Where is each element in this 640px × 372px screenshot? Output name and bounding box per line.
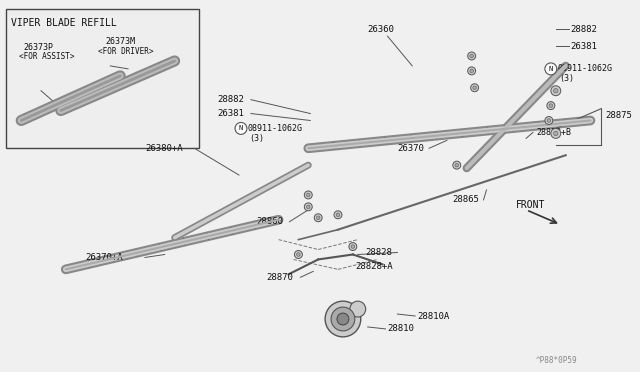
Text: 28860: 28860 <box>257 217 284 226</box>
Circle shape <box>314 214 322 222</box>
Text: 26370: 26370 <box>397 144 424 153</box>
Circle shape <box>549 104 552 108</box>
Text: 28865: 28865 <box>452 195 479 204</box>
Text: 28828: 28828 <box>365 248 392 257</box>
Circle shape <box>305 203 312 211</box>
Circle shape <box>350 301 365 317</box>
Bar <box>6 9 200 148</box>
Text: (3): (3) <box>249 134 264 143</box>
Circle shape <box>545 116 553 125</box>
Circle shape <box>554 131 558 136</box>
Circle shape <box>470 54 474 58</box>
Circle shape <box>473 86 476 90</box>
Circle shape <box>307 193 310 197</box>
Text: 26370+A: 26370+A <box>86 253 123 262</box>
Text: 28875: 28875 <box>605 111 632 120</box>
Circle shape <box>554 89 558 93</box>
Text: 26360: 26360 <box>368 25 395 34</box>
Circle shape <box>349 243 356 250</box>
Circle shape <box>470 69 474 73</box>
Text: ^P88*0P59: ^P88*0P59 <box>536 356 578 365</box>
Circle shape <box>455 163 459 167</box>
Text: 26373M: 26373M <box>106 36 135 46</box>
Text: 08911-1062G: 08911-1062G <box>558 64 612 73</box>
Circle shape <box>551 128 561 138</box>
Circle shape <box>351 245 355 248</box>
Text: 28828+A: 28828+A <box>356 262 394 271</box>
Circle shape <box>468 67 476 75</box>
Text: 28810A: 28810A <box>417 311 449 321</box>
Text: 26373P: 26373P <box>23 42 53 52</box>
Text: 26381: 26381 <box>571 42 598 51</box>
Circle shape <box>334 211 342 219</box>
Text: VIPER BLADE REFILL: VIPER BLADE REFILL <box>12 18 117 28</box>
Text: 28870: 28870 <box>267 273 294 282</box>
Circle shape <box>453 161 461 169</box>
Circle shape <box>325 301 361 337</box>
Circle shape <box>337 313 349 325</box>
Circle shape <box>468 52 476 60</box>
Text: 28828+B: 28828+B <box>536 128 571 137</box>
Circle shape <box>547 102 555 110</box>
Text: <FOR DRIVER>: <FOR DRIVER> <box>99 46 154 55</box>
Circle shape <box>305 191 312 199</box>
Circle shape <box>545 63 557 75</box>
Text: (3): (3) <box>559 74 573 83</box>
Text: N: N <box>548 66 553 72</box>
Text: 26381: 26381 <box>217 109 244 118</box>
Text: 26380+A: 26380+A <box>145 144 182 153</box>
Circle shape <box>235 122 247 134</box>
Circle shape <box>551 86 561 96</box>
Circle shape <box>307 205 310 209</box>
Circle shape <box>547 119 550 122</box>
Circle shape <box>316 216 320 219</box>
Text: <FOR ASSIST>: <FOR ASSIST> <box>19 52 75 61</box>
Text: FRONT: FRONT <box>516 200 545 210</box>
Text: 28882: 28882 <box>571 25 598 34</box>
Text: N: N <box>239 125 243 131</box>
Circle shape <box>470 84 479 92</box>
Circle shape <box>294 250 302 259</box>
Circle shape <box>331 307 355 331</box>
Text: 28810: 28810 <box>387 324 414 333</box>
Text: 28882: 28882 <box>217 95 244 104</box>
Circle shape <box>296 253 300 256</box>
Text: 08911-1062G: 08911-1062G <box>248 124 303 133</box>
Circle shape <box>336 213 340 217</box>
